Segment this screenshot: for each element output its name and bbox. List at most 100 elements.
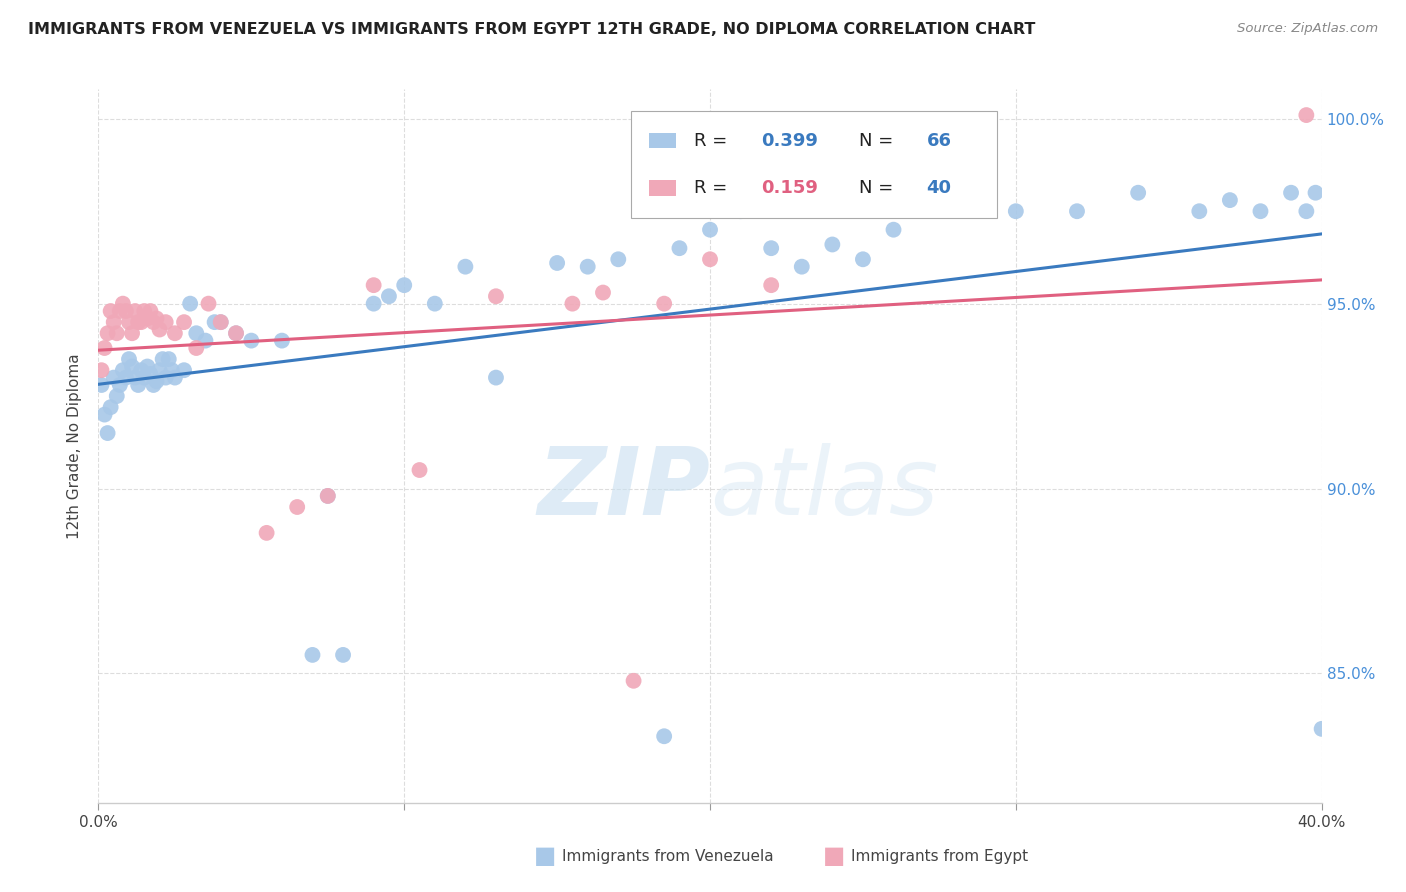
Point [209, 315, 232, 329]
Point [197, 296, 219, 310]
Text: Immigrants from Egypt: Immigrants from Egypt [851, 849, 1028, 863]
Point [155, 315, 177, 329]
Point [270, 334, 292, 348]
Text: IMMIGRANTS FROM VENEZUELA VS IMMIGRANTS FROM EGYPT 12TH GRADE, NO DIPLOMA CORREL: IMMIGRANTS FROM VENEZUELA VS IMMIGRANTS … [28, 22, 1035, 37]
Point [699, 223, 721, 237]
Point [179, 296, 201, 310]
Point [485, 370, 508, 384]
Point [943, 193, 966, 207]
Text: N =: N = [859, 178, 900, 196]
Point [139, 304, 162, 318]
Point [121, 359, 143, 374]
Point [668, 241, 690, 255]
Point [1128, 186, 1150, 200]
Bar [650, 133, 676, 148]
Text: R =: R = [695, 178, 733, 196]
Text: R =: R = [695, 132, 733, 150]
Point [173, 363, 195, 377]
Text: ZIP: ZIP [537, 442, 710, 535]
Text: 0.159: 0.159 [762, 178, 818, 196]
Point [561, 296, 583, 310]
Point [1188, 204, 1211, 219]
Point [111, 363, 134, 377]
Point [1004, 204, 1026, 219]
Point [93, 341, 115, 355]
Point [759, 241, 782, 255]
Point [623, 673, 645, 688]
Point [136, 311, 159, 326]
Point [454, 260, 477, 274]
Point [145, 311, 167, 326]
FancyBboxPatch shape [630, 111, 997, 218]
Point [423, 296, 446, 310]
Point [145, 374, 167, 388]
Text: ■: ■ [823, 845, 845, 868]
Point [134, 304, 156, 318]
Point [163, 370, 186, 384]
Point [316, 489, 339, 503]
Point [93, 408, 115, 422]
Point [316, 489, 339, 503]
Point [90, 378, 112, 392]
Point [1310, 722, 1333, 736]
Point [392, 278, 416, 293]
Point [759, 278, 782, 293]
Point [186, 341, 208, 355]
Text: 40: 40 [927, 178, 952, 196]
Point [103, 315, 125, 329]
Point [592, 285, 614, 300]
Point [129, 315, 152, 329]
Point [157, 352, 180, 367]
Point [100, 400, 122, 414]
Point [209, 315, 232, 329]
Point [136, 359, 159, 374]
Point [100, 304, 122, 318]
Y-axis label: 12th Grade, No Diploma: 12th Grade, No Diploma [67, 353, 83, 539]
Point [576, 260, 599, 274]
Point [285, 500, 308, 514]
Text: ■: ■ [534, 845, 557, 868]
Point [124, 304, 146, 318]
Point [127, 378, 149, 392]
Point [699, 252, 721, 267]
Point [256, 525, 278, 540]
Point [142, 378, 165, 392]
Point [105, 326, 128, 341]
Point [790, 260, 813, 274]
Point [1295, 204, 1317, 219]
Point [1295, 108, 1317, 122]
Text: N =: N = [859, 132, 900, 150]
Point [652, 729, 675, 743]
Text: Immigrants from Venezuela: Immigrants from Venezuela [562, 849, 775, 863]
Text: 66: 66 [927, 132, 952, 150]
Point [118, 352, 141, 367]
Point [121, 326, 143, 341]
Point [852, 252, 875, 267]
Point [408, 463, 430, 477]
Point [118, 315, 141, 329]
Bar [650, 180, 676, 195]
Point [1305, 186, 1327, 200]
Point [142, 315, 165, 329]
Point [204, 315, 226, 329]
Point [129, 363, 152, 377]
Point [124, 370, 146, 384]
Point [821, 237, 844, 252]
Point [1249, 204, 1271, 219]
Point [546, 256, 568, 270]
Point [163, 326, 186, 341]
Point [111, 296, 134, 310]
Point [485, 289, 508, 303]
Point [240, 334, 263, 348]
Point [105, 389, 128, 403]
Point [225, 326, 247, 341]
Point [97, 425, 120, 440]
Point [134, 370, 156, 384]
Point [127, 315, 149, 329]
Point [160, 363, 183, 377]
Point [363, 278, 385, 293]
Point [607, 252, 630, 267]
Text: 0.399: 0.399 [762, 132, 818, 150]
Point [1066, 204, 1088, 219]
Point [1219, 193, 1241, 207]
